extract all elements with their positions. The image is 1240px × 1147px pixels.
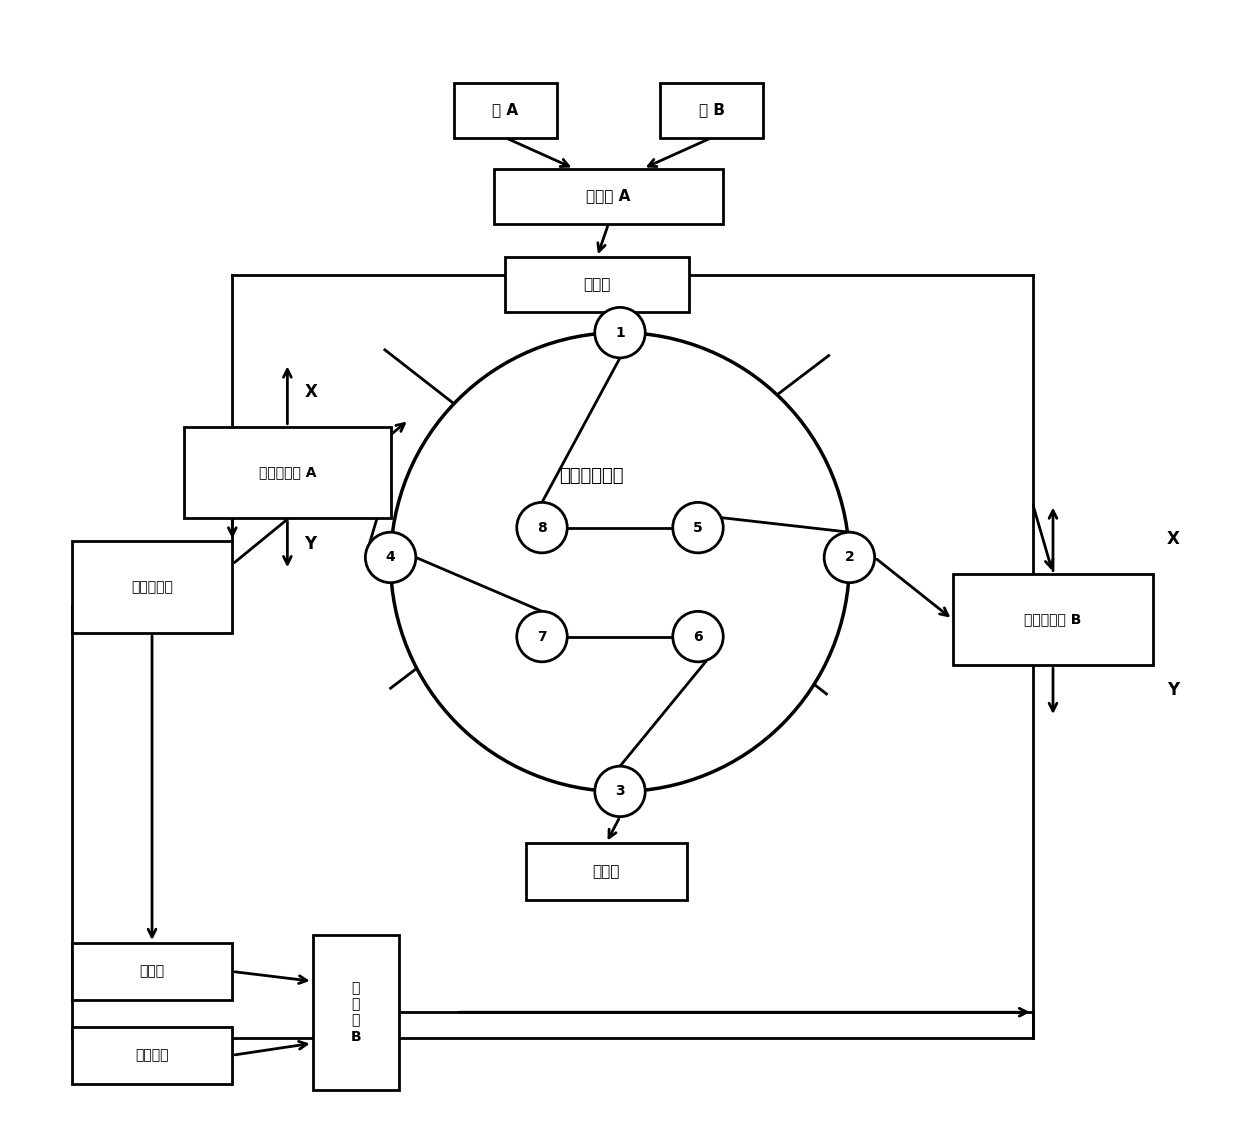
- FancyBboxPatch shape: [494, 169, 723, 224]
- Circle shape: [673, 611, 723, 662]
- FancyBboxPatch shape: [526, 843, 687, 900]
- Circle shape: [391, 333, 849, 791]
- Text: Y: Y: [305, 535, 316, 553]
- FancyBboxPatch shape: [72, 1027, 232, 1084]
- Text: Y: Y: [1167, 681, 1179, 700]
- Text: 双两位四通阀: 双两位四通阀: [559, 467, 624, 485]
- Text: 4: 4: [386, 551, 396, 564]
- Text: 进样阀: 进样阀: [583, 276, 611, 292]
- Text: 6: 6: [693, 630, 703, 643]
- Text: 检测器: 检测器: [139, 965, 165, 978]
- Text: 混
合
器
B: 混 合 器 B: [351, 981, 361, 1044]
- Text: 富集柱阵列 B: 富集柱阵列 B: [1024, 612, 1081, 626]
- Circle shape: [517, 502, 567, 553]
- Text: 收集器: 收集器: [593, 864, 620, 880]
- Text: 2: 2: [844, 551, 854, 564]
- FancyBboxPatch shape: [660, 83, 764, 138]
- FancyBboxPatch shape: [312, 935, 398, 1090]
- Circle shape: [825, 532, 874, 583]
- FancyBboxPatch shape: [454, 83, 557, 138]
- Text: 3: 3: [615, 785, 625, 798]
- Text: 5: 5: [693, 521, 703, 535]
- Text: 混合器 A: 混合器 A: [587, 188, 631, 204]
- FancyBboxPatch shape: [506, 257, 689, 312]
- Text: 1: 1: [615, 326, 625, 340]
- FancyBboxPatch shape: [72, 943, 232, 1000]
- Text: X: X: [305, 383, 317, 401]
- Text: 7: 7: [537, 630, 547, 643]
- FancyBboxPatch shape: [184, 427, 391, 518]
- Text: 富集柱阵列 A: 富集柱阵列 A: [259, 466, 316, 479]
- Text: 泵 B: 泵 B: [699, 102, 724, 118]
- Text: 8: 8: [537, 521, 547, 535]
- Circle shape: [595, 766, 645, 817]
- Circle shape: [366, 532, 415, 583]
- Circle shape: [517, 611, 567, 662]
- Text: X: X: [1167, 530, 1180, 548]
- FancyBboxPatch shape: [952, 574, 1153, 665]
- FancyBboxPatch shape: [72, 541, 232, 633]
- Circle shape: [673, 502, 723, 553]
- Text: 泵 A: 泵 A: [492, 102, 518, 118]
- Text: 稀释液泵: 稀释液泵: [135, 1048, 169, 1062]
- Text: 分离柱阵列: 分离柱阵列: [131, 580, 172, 594]
- Circle shape: [595, 307, 645, 358]
